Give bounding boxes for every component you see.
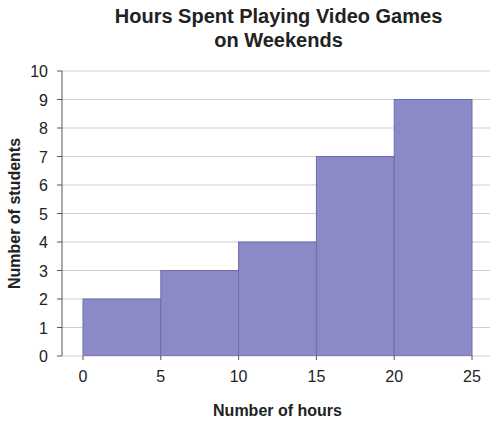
y-tick-label: 8 [39,120,48,137]
bar [161,271,239,357]
y-axis-line [62,71,63,356]
y-tick [57,327,62,328]
x-tick [83,356,84,360]
y-tick [57,156,62,157]
y-tick-label: 3 [39,263,48,280]
x-tick [394,356,395,360]
x-tick-label: 15 [308,368,326,385]
y-axis-label: Number of students [6,138,23,289]
y-tick [57,213,62,214]
y-tick [57,99,62,100]
x-tick [160,356,161,360]
y-tick-label: 4 [39,234,48,251]
bar [83,299,161,356]
y-tick-label: 10 [30,63,48,80]
y-tick [57,356,62,357]
x-tick-label: 10 [230,368,248,385]
chart: 0 1 2 3 4 5 6 7 8 9 10 0 5 10 15 20 25 Number of hours Num… [0,0,497,425]
bar [316,157,394,357]
grid-line [62,71,490,72]
x-tick [472,356,473,360]
x-tick-label: 20 [385,368,403,385]
y-tick-label: 0 [39,348,48,365]
y-tick [57,71,62,72]
x-tick [316,356,317,360]
y-tick-label: 1 [39,320,48,337]
y-tick [57,185,62,186]
x-tick-label: 25 [463,368,481,385]
y-tick-label: 7 [39,149,48,166]
x-tick [238,356,239,360]
y-tick [57,242,62,243]
x-tick-label: 5 [156,368,165,385]
title: Hours Spent Playing Video Games on Weeke… [106,4,451,52]
y-tick-label: 2 [39,291,48,308]
y-tick-label: 6 [39,177,48,194]
bars [83,100,472,357]
bar [239,242,317,356]
y-tick [57,270,62,271]
bar [394,100,472,357]
y-tick-label: 5 [39,206,48,223]
x-tick-label: 0 [79,368,88,385]
y-tick [57,128,62,129]
y-tick-label: 9 [39,92,48,109]
title-box: Hours Spent Playing Video Games on Weeke… [60,4,497,52]
x-axis-label: Number of hours [213,402,342,419]
y-tick [57,299,62,300]
